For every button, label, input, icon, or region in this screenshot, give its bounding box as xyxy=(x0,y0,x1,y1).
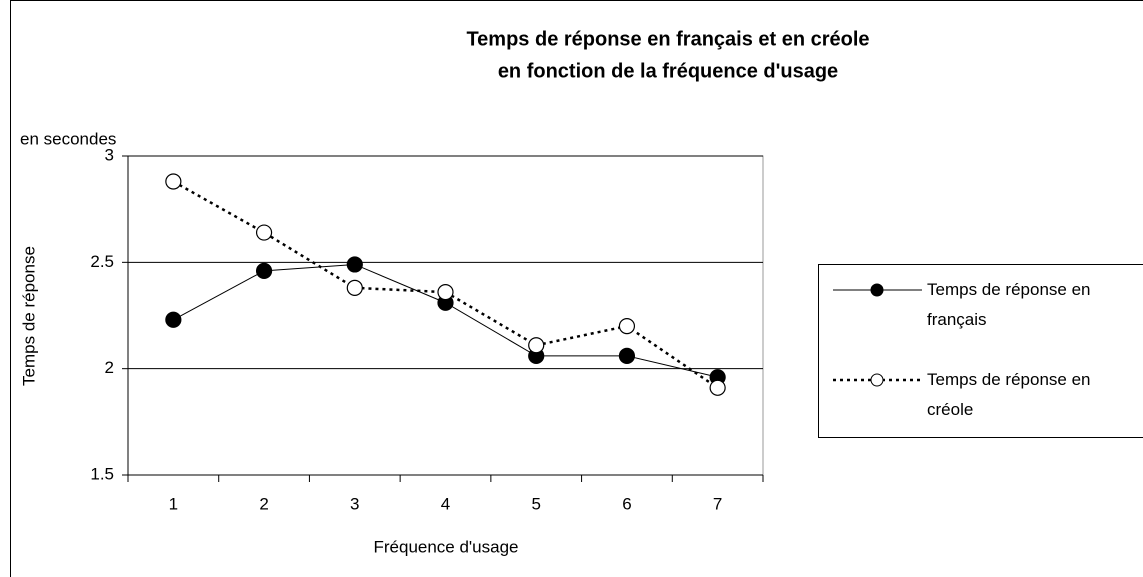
x-tick-label: 7 xyxy=(713,494,722,513)
marker xyxy=(165,173,182,190)
marker xyxy=(437,284,454,301)
marker xyxy=(346,279,363,296)
y-tick-label: 2 xyxy=(105,358,114,377)
x-tick-label: 4 xyxy=(441,494,450,513)
chart-title: Temps de réponse en français et en créol… xyxy=(466,28,869,50)
marker xyxy=(346,256,363,273)
marker xyxy=(255,224,273,241)
units-label: en secondes xyxy=(20,129,116,148)
x-tick-label: 6 xyxy=(622,494,631,513)
x-tick-label: 5 xyxy=(531,494,540,513)
series-line xyxy=(173,263,718,378)
x-tick-label: 2 xyxy=(259,494,268,513)
y-axis-label: Temps de réponse xyxy=(19,246,38,386)
marker xyxy=(618,347,636,365)
legend-marker xyxy=(870,373,884,387)
chart-subtitle: en fonction de la fréquence d'usage xyxy=(498,60,838,82)
y-tick-label: 1.5 xyxy=(90,464,114,483)
x-axis-label: Fréquence d'usage xyxy=(373,537,518,556)
legend-marker xyxy=(870,283,884,297)
marker xyxy=(165,311,182,328)
marker xyxy=(618,318,636,335)
x-tick-label: 3 xyxy=(350,494,359,513)
y-tick-label: 2.5 xyxy=(90,252,114,271)
marker xyxy=(709,379,726,396)
plot-border xyxy=(127,155,764,476)
legend-label: Temps de réponse en créole xyxy=(927,370,1091,419)
marker xyxy=(255,262,273,279)
marker xyxy=(528,337,545,354)
y-tick-label: 3 xyxy=(105,145,114,164)
chart-frame xyxy=(10,0,1143,577)
legend-label: Temps de réponse en français xyxy=(927,280,1091,329)
x-tick-label: 1 xyxy=(169,494,178,513)
